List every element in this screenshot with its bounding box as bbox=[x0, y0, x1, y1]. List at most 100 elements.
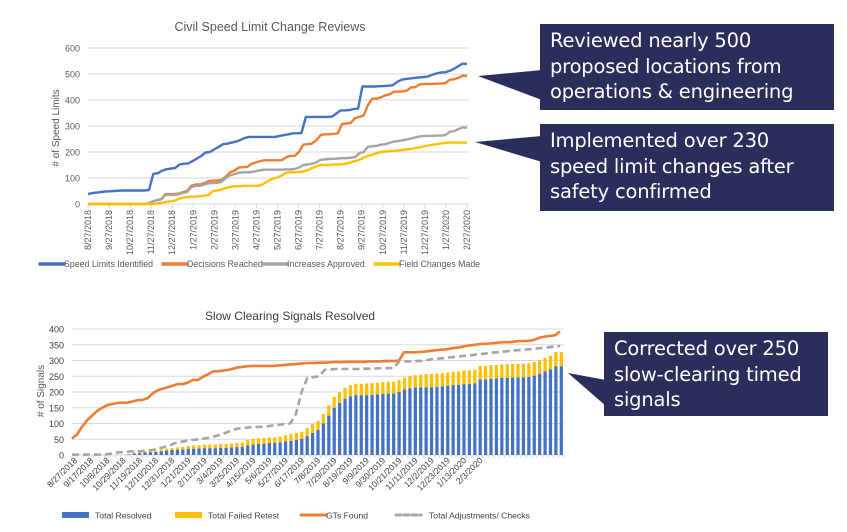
bar-total-resolved bbox=[456, 384, 461, 455]
bar-total-failed-retest bbox=[343, 387, 347, 399]
callout-corrected: Corrected over 250 slow-clearing timed s… bbox=[604, 332, 828, 416]
bar-total-failed-retest bbox=[175, 447, 180, 450]
bar-total-resolved bbox=[159, 451, 163, 455]
bar-total-resolved bbox=[521, 377, 526, 455]
bar-total-resolved bbox=[402, 389, 407, 455]
bar-total-failed-retest bbox=[332, 396, 336, 408]
y-tick-label: 0 bbox=[59, 451, 64, 461]
callout-pointer bbox=[475, 136, 542, 162]
bar-total-failed-retest bbox=[262, 437, 266, 444]
bar-total-resolved bbox=[332, 407, 336, 455]
bar-total-failed-retest bbox=[548, 355, 553, 370]
y-tick-label: 350 bbox=[49, 340, 64, 350]
bar-total-failed-retest bbox=[224, 443, 228, 448]
bar-total-resolved bbox=[359, 395, 363, 455]
bar-total-failed-retest bbox=[283, 435, 288, 442]
callout-reviewed: Reviewed nearly 500 proposed locations f… bbox=[540, 24, 834, 110]
bar-total-resolved bbox=[543, 371, 547, 455]
bar-total-resolved bbox=[224, 447, 228, 455]
bar-total-failed-retest bbox=[516, 363, 520, 378]
bar-total-failed-retest bbox=[370, 383, 374, 395]
bar-total-failed-retest bbox=[202, 444, 207, 449]
bar-total-failed-retest bbox=[148, 451, 153, 453]
bar-total-resolved bbox=[256, 443, 261, 455]
bar-total-resolved bbox=[559, 366, 563, 455]
series-line-speed-limits-identified bbox=[87, 62, 468, 196]
legend-label: Total Adjustments/ Checks bbox=[429, 511, 530, 521]
series-line-gts-found bbox=[71, 330, 561, 440]
bar-total-failed-retest bbox=[289, 433, 293, 441]
bar-total-resolved bbox=[251, 444, 255, 455]
bar-total-resolved bbox=[164, 450, 169, 455]
bar-total-failed-retest bbox=[235, 443, 239, 448]
bar-total-resolved bbox=[127, 454, 131, 455]
bar-total-failed-retest bbox=[278, 436, 282, 443]
bar-total-resolved bbox=[143, 452, 147, 455]
bar-total-failed-retest bbox=[538, 360, 542, 374]
bar-total-failed-retest bbox=[408, 376, 412, 389]
legend-label: Total Resolved bbox=[95, 511, 152, 521]
bar-total-failed-retest bbox=[154, 450, 158, 452]
bar-total-failed-retest bbox=[219, 443, 223, 448]
bar-total-resolved bbox=[229, 447, 234, 455]
y-axis-label: # of Speed Limits bbox=[51, 89, 62, 166]
bar-total-resolved bbox=[170, 449, 174, 455]
bar-total-resolved bbox=[548, 369, 553, 455]
bar-total-failed-retest bbox=[294, 432, 298, 440]
bar-total-failed-retest bbox=[473, 369, 477, 384]
x-tick-label: 12/27/2018 bbox=[167, 210, 177, 255]
bar-total-failed-retest bbox=[429, 374, 434, 388]
bar-total-failed-retest bbox=[305, 428, 309, 437]
bar-total-failed-retest bbox=[554, 351, 558, 367]
legend-label: Decisions Reached bbox=[187, 259, 263, 269]
bar-total-resolved bbox=[294, 439, 298, 455]
bar-total-failed-retest bbox=[170, 448, 174, 450]
callout-implemented: Implemented over 230 speed limit changes… bbox=[540, 124, 834, 211]
bar-total-resolved bbox=[321, 423, 326, 455]
bar-total-failed-retest bbox=[440, 373, 444, 387]
bar-total-failed-retest bbox=[500, 364, 504, 378]
y-tick-label: 500 bbox=[65, 70, 80, 80]
bar-total-failed-retest bbox=[240, 442, 244, 447]
series-line-total-adjustments-checks bbox=[72, 344, 561, 456]
bar-total-resolved bbox=[213, 448, 217, 455]
bar-total-resolved bbox=[343, 398, 347, 455]
bar-total-resolved bbox=[483, 379, 488, 455]
bar-total-failed-retest bbox=[381, 382, 385, 394]
bar-total-resolved bbox=[413, 387, 417, 455]
bar-total-resolved bbox=[429, 387, 434, 455]
bar-total-resolved bbox=[316, 429, 320, 455]
bar-total-failed-retest bbox=[164, 448, 169, 451]
bar-total-failed-retest bbox=[375, 382, 380, 395]
bar-total-failed-retest bbox=[419, 374, 423, 388]
y-tick-label: 300 bbox=[65, 122, 80, 132]
bar-total-failed-retest bbox=[229, 443, 234, 448]
x-tick-label: 6/27/2019 bbox=[294, 210, 304, 250]
legend-label: Total Failed Retest bbox=[208, 511, 280, 521]
y-tick-label: 0 bbox=[75, 200, 80, 210]
bar-total-failed-retest bbox=[559, 351, 563, 367]
bar-total-resolved bbox=[148, 452, 153, 455]
bar-total-resolved bbox=[235, 447, 239, 455]
bar-total-failed-retest bbox=[467, 370, 472, 384]
bar-total-resolved bbox=[132, 453, 136, 455]
bar-total-resolved bbox=[532, 375, 536, 455]
x-tick-label: 2/27/2019 bbox=[209, 210, 219, 250]
speed-limit-chart: Civil Speed Limit Change Reviews # of Sp… bbox=[38, 20, 480, 269]
x-tick-label: 8/27/2018 bbox=[83, 210, 93, 250]
bar-total-failed-retest bbox=[143, 451, 147, 453]
bar-total-failed-retest bbox=[462, 370, 466, 385]
bar-total-resolved bbox=[375, 394, 380, 455]
bar-total-resolved bbox=[511, 377, 515, 455]
x-tick-label: 5/27/2019 bbox=[273, 210, 283, 250]
bar-total-failed-retest bbox=[521, 363, 526, 378]
bar-total-failed-retest bbox=[397, 380, 401, 392]
bar-total-resolved bbox=[181, 449, 185, 455]
bar-total-resolved bbox=[370, 394, 374, 455]
bar-total-resolved bbox=[467, 383, 472, 455]
y-tick-label: 300 bbox=[49, 356, 64, 366]
bar-total-resolved bbox=[538, 373, 542, 455]
x-tick-label: 11/27/2019 bbox=[399, 210, 409, 254]
bar-total-failed-retest bbox=[359, 383, 363, 396]
bar-total-resolved bbox=[186, 448, 190, 455]
